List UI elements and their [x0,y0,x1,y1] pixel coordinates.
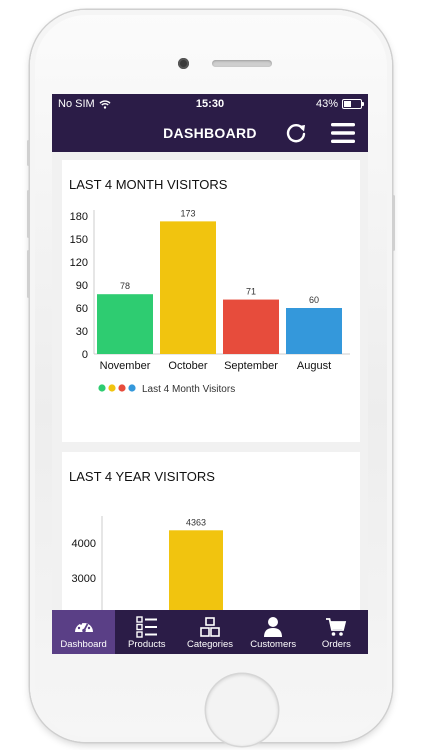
tab-categories[interactable]: Categories [178,610,241,654]
x-tick-label: November [100,360,151,372]
yearly-visitors-chart: 3000 4000 4363 [72,516,223,610]
bar [169,530,223,610]
volume-down-button [27,250,30,298]
y-tick-label: 0 [82,349,88,361]
x-tick-label: August [297,360,331,372]
cubes-icon [200,617,220,637]
y-tick-label: 90 [76,280,88,292]
yearly-chart-title: LAST 4 YEAR VISITORS [69,469,215,484]
tab-label: Categories [187,639,233,650]
tab-label: Products [128,639,166,650]
x-tick-label: October [168,360,207,372]
data-label: 71 [246,287,256,297]
y-tick-label: 60 [76,303,88,315]
volume-up-button [27,190,30,238]
y-tick-label: 150 [70,234,88,246]
battery-percent: 43% [315,98,338,110]
y-tick-label: 30 [76,326,88,338]
tab-label: Customers [250,639,297,650]
legend-swatch [128,384,136,392]
monthly-chart-title: LAST 4 MONTH VISITORS [69,177,228,192]
tab-dashboard[interactable]: Dashboard [52,610,116,654]
carrier-label: No SIM [58,98,95,110]
wifi-icon [99,99,111,109]
data-label: 4363 [186,517,206,527]
bar [286,308,342,354]
tab-customers[interactable]: Customers [242,610,305,654]
user-icon [264,617,283,637]
data-label: 78 [120,281,130,291]
y-tick-label: 4000 [72,538,96,550]
front-camera [178,58,189,69]
page-title: DASHBOARD [163,125,257,141]
legend-swatch [108,384,116,392]
hamburger-menu-icon[interactable] [330,122,356,144]
legend-label: Last 4 Month Visitors [142,384,235,395]
nav-bar: DASHBOARD [52,114,368,152]
tab-label: Dashboard [60,639,107,650]
y-tick-label: 120 [70,257,88,269]
home-button[interactable] [206,674,278,746]
tab-orders[interactable]: Orders [305,610,368,654]
tab-label: Orders [321,639,351,650]
y-tick-label: 3000 [72,573,96,585]
earpiece-speaker [212,60,272,67]
cart-icon [326,618,347,636]
refresh-icon[interactable] [284,122,308,144]
y-tick-label: 180 [70,211,88,223]
status-bar: No SIM 15:30 43% [52,94,368,114]
power-button [392,195,395,251]
bar [97,294,153,354]
dashboard-gauge-icon [74,620,93,633]
app-screen: No SIM 15:30 43% DASHBOARD LAST 4 MONTH … [52,94,368,654]
dashboard-content[interactable]: LAST 4 MONTH VISITORS 0 30 60 90 120 150 180 78… [52,152,368,610]
monthly-visitors-card: LAST 4 MONTH VISITORS 0 30 60 90 120 150 180 78… [62,160,360,442]
legend-swatch [98,384,106,392]
list-icon [136,616,157,638]
yearly-visitors-card: LAST 4 YEAR VISITORS 3000 4000 4363 [62,452,360,610]
bar [160,221,216,354]
battery-icon [342,99,364,109]
x-tick-label: September [224,360,278,372]
tab-products[interactable]: Products [115,610,178,654]
tab-bar: Dashboard Products Categories [52,610,368,654]
data-label: 60 [309,295,319,305]
status-time: 15:30 [195,98,225,110]
mute-switch [27,140,30,166]
bar [223,299,279,354]
legend-swatch [118,384,126,392]
monthly-visitors-chart: 0 30 60 90 120 150 180 78 November 173 October 71 Se… [70,208,350,395]
data-label: 173 [180,208,195,218]
